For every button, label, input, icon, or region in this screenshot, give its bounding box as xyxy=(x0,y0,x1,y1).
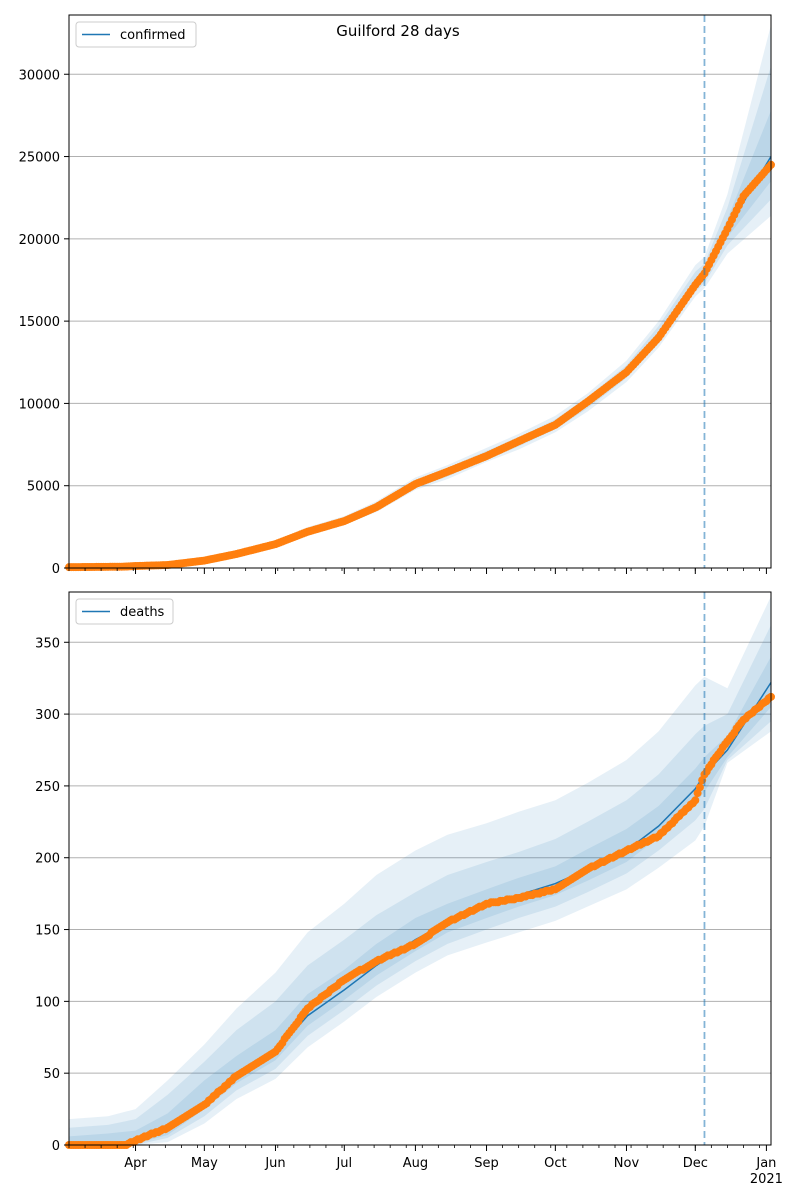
y-tick-label-5: 25000 xyxy=(19,151,60,166)
y-tick-label-3: 150 xyxy=(35,924,60,939)
x-tick-label-1: May xyxy=(191,1156,218,1171)
y-tick-label-2: 100 xyxy=(35,995,60,1010)
y-tick-label-0: 0 xyxy=(52,562,60,577)
y-tick-label-6: 300 xyxy=(35,708,60,723)
y-tick-label-6: 30000 xyxy=(19,68,60,83)
x-tick-label-0: Apr xyxy=(124,1156,147,1171)
x-tick-label-2: Jun xyxy=(264,1156,285,1171)
chart-title: Guilford 28 days xyxy=(336,22,460,40)
x-tick-sublabel-9: 2021 xyxy=(750,1172,783,1187)
y-tick-label-1: 50 xyxy=(43,1067,60,1082)
axes-frame xyxy=(68,591,772,1146)
y-tick-label-3: 15000 xyxy=(19,315,60,330)
y-tick-label-4: 200 xyxy=(35,852,60,867)
confidence-band-0 xyxy=(69,596,771,1145)
x-tick-label-4: Aug xyxy=(403,1156,428,1171)
legend-label: confirmed xyxy=(120,28,186,43)
y-tick-label-5: 250 xyxy=(35,780,60,795)
x-tick-label-9: Jan xyxy=(755,1156,776,1171)
legend-label: deaths xyxy=(120,605,165,620)
x-tick-label-8: Dec xyxy=(683,1156,708,1171)
x-tick-label-3: Jul xyxy=(335,1156,352,1171)
observed-point-273 xyxy=(691,796,700,805)
y-tick-label-0: 0 xyxy=(52,1139,60,1154)
y-tick-label-7: 350 xyxy=(35,636,60,651)
x-tick-label-7: Nov xyxy=(614,1156,640,1171)
confirmed-panel: 0 5000 10000 15000 20000 25000 30000 confirmed xyxy=(19,14,775,577)
legend-box xyxy=(75,21,197,48)
axes-frame xyxy=(68,14,772,569)
observed-point-275 xyxy=(695,783,704,792)
x-tick-label-6: Oct xyxy=(544,1156,566,1171)
deaths-panel: 0 50 100 150 200 250 300 350 Apr May Jun Jul Aug Sep O… xyxy=(35,591,783,1187)
y-tick-label-4: 20000 xyxy=(19,233,60,248)
y-tick-label-2: 10000 xyxy=(19,397,60,412)
legend-box xyxy=(75,598,174,625)
y-tick-label-1: 5000 xyxy=(27,480,60,495)
x-tick-label-5: Sep xyxy=(474,1156,499,1171)
